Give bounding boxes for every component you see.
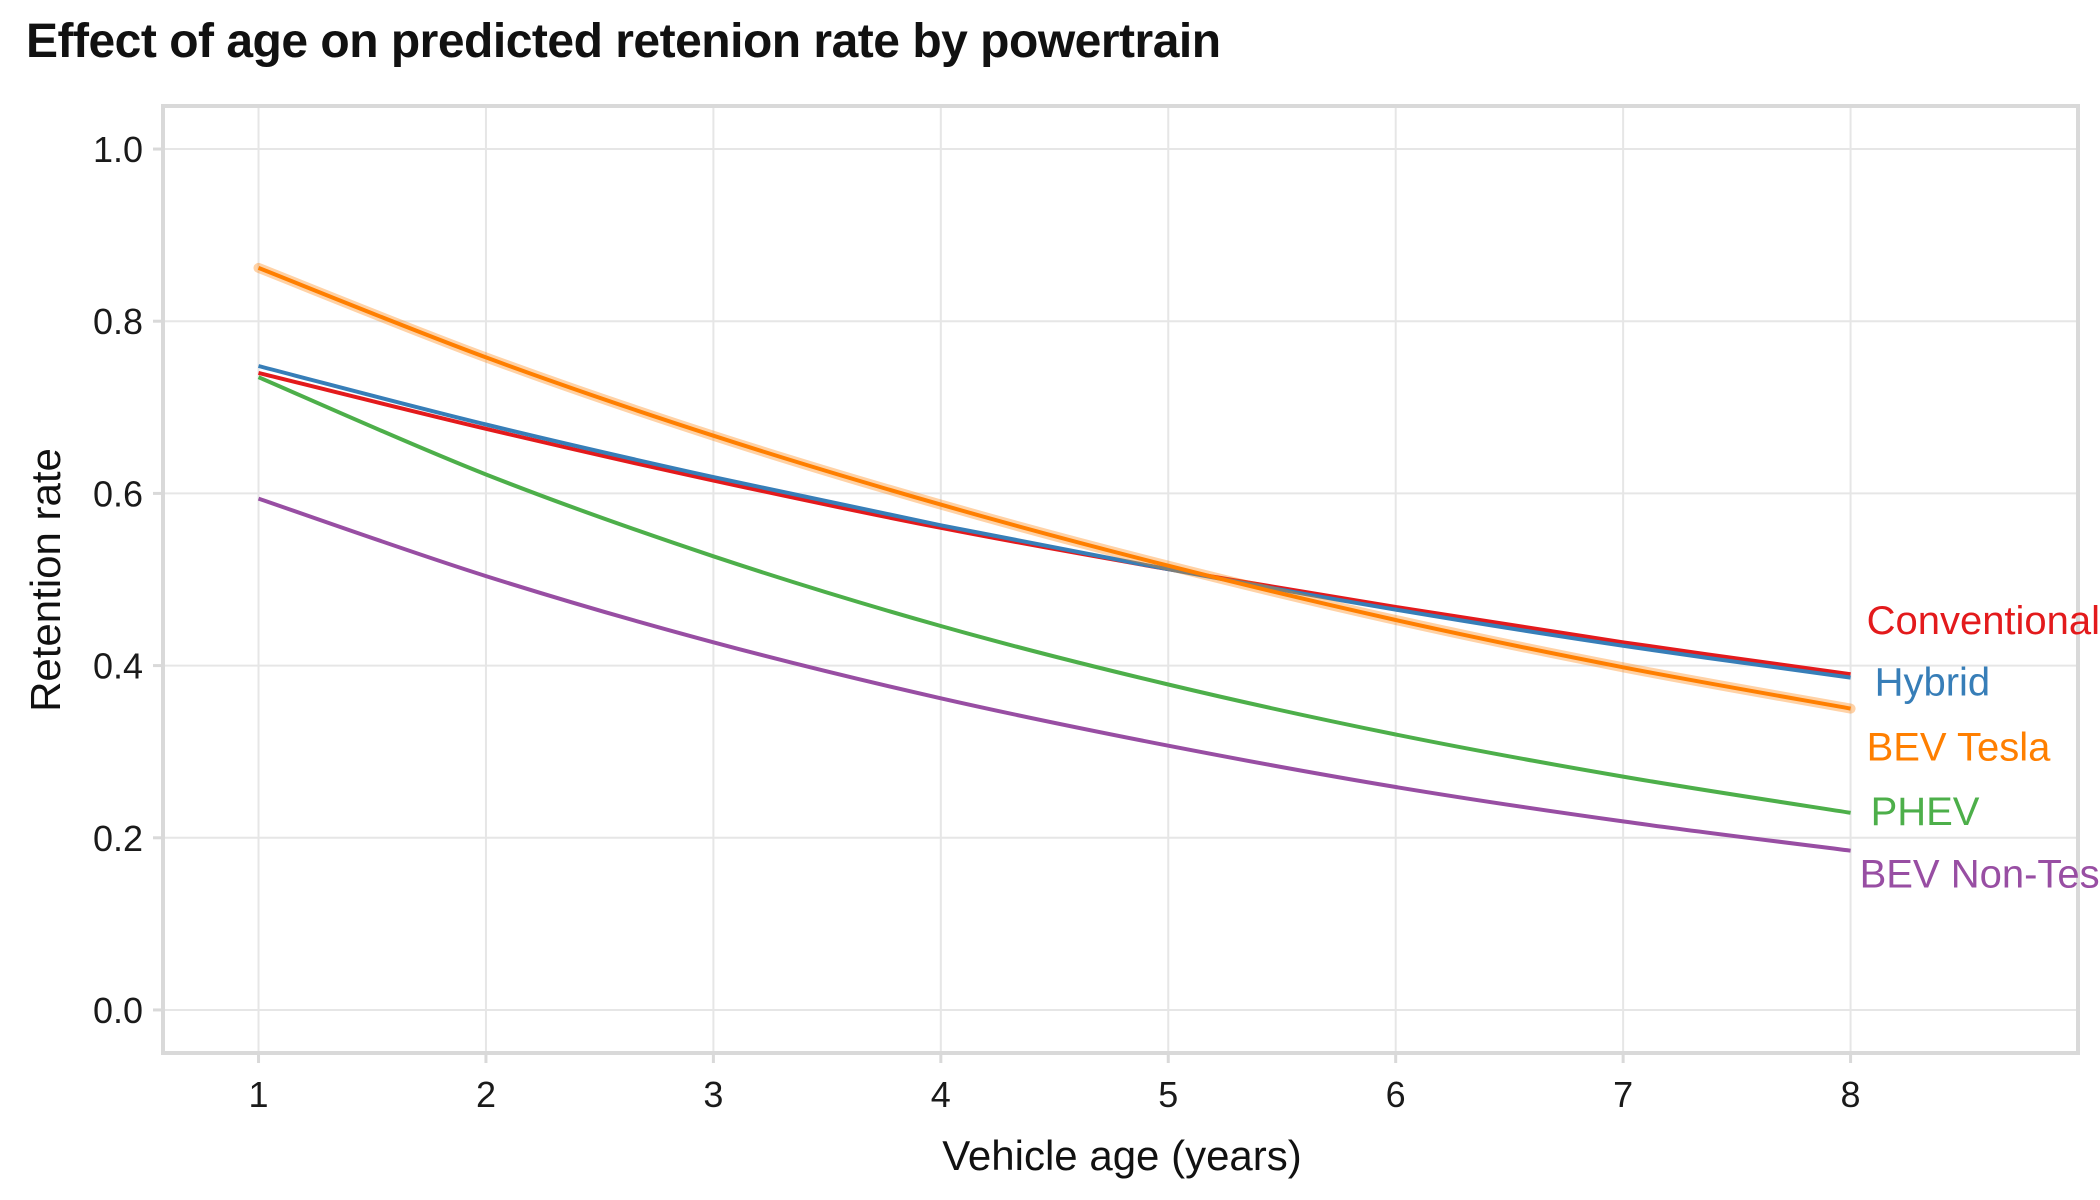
y-tick-label: 0.0: [93, 990, 143, 1031]
x-tick-label: 5: [1158, 1074, 1178, 1115]
y-tick-label: 0.4: [93, 646, 143, 687]
axis-ticks: 1 2 3 4 5 6 7 8 0.0 0.2 0.4 0.6 0.8 1.0: [93, 129, 1861, 1115]
x-tick-label: 8: [1841, 1074, 1861, 1115]
x-tick-label: 6: [1386, 1074, 1406, 1115]
y-tick-label: 0.2: [93, 818, 143, 859]
series-label-bev-non-tesla: BEV Non-Tesla: [1860, 853, 2100, 897]
y-axis-title: Retention rate: [22, 448, 69, 712]
x-tick-label: 4: [931, 1074, 951, 1115]
y-tick-label: 1.0: [93, 129, 143, 170]
series-line-bev-tesla: [257, 266, 1851, 711]
x-tick-label: 7: [1613, 1074, 1633, 1115]
series-label-hybrid: Hybrid: [1875, 661, 1991, 705]
series-label-conventional: Conventional: [1867, 599, 2100, 643]
x-tick-label: 2: [476, 1074, 496, 1115]
x-tick-label: 1: [249, 1074, 269, 1115]
x-tick-label: 3: [703, 1074, 723, 1115]
grid: [163, 106, 2078, 1053]
series-label-phev: PHEV: [1871, 790, 1980, 834]
series-line-conventional: [258, 370, 1851, 677]
series-line-hybrid: [257, 364, 1851, 680]
series-labels: Conventional Hybrid BEV Tesla PHEV BEV Non-T…: [1860, 599, 2100, 896]
plot-frame: [161, 104, 2080, 1055]
series-lines: [253, 262, 1856, 853]
chart-title: Effect of age on predicted retenion rate…: [26, 15, 1221, 68]
series-line-bev-non-tesla: [257, 496, 1851, 853]
series-line-phev: [257, 375, 1851, 815]
y-tick-label: 0.6: [93, 473, 143, 514]
y-tick-label: 0.8: [93, 301, 143, 342]
series-label-bev-tesla: BEV Tesla: [1867, 726, 2052, 770]
x-axis-title: Vehicle age (years): [942, 1132, 1302, 1179]
